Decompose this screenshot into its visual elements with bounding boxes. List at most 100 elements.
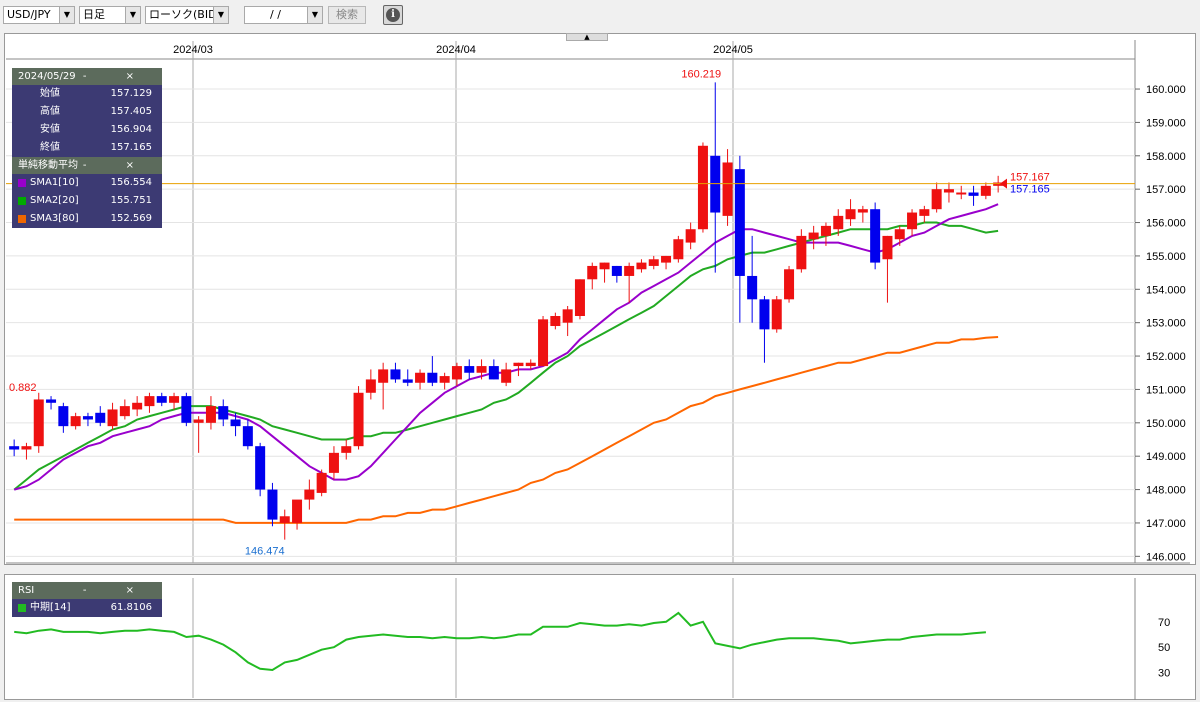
sma1-row: SMA1[10] 156.554 [12, 174, 162, 192]
candle-body [857, 209, 868, 213]
price-chart-frame [4, 33, 1196, 565]
candle-body [279, 516, 290, 523]
candle-body [624, 265, 635, 276]
rsi-line [14, 611, 986, 672]
chart-kind-value: ローソク(BID) [149, 8, 221, 21]
candle-body [316, 472, 327, 493]
candle-body [132, 402, 143, 410]
candle-body [513, 362, 524, 367]
y-tick-label: 158.000 [1146, 151, 1186, 163]
timeframe-value: 日足 [83, 8, 105, 21]
y-tick-label: 157.000 [1146, 184, 1186, 196]
candle-body [378, 369, 389, 383]
currency-pair-select[interactable]: USD/JPY ▼ [3, 6, 75, 24]
x-tick-label: 2024/03 [173, 44, 213, 56]
candle-body [919, 209, 930, 216]
panel-controls[interactable]: - × [82, 585, 152, 596]
candle-body [255, 446, 266, 490]
left-edge-annotation: 0.882 [9, 382, 37, 394]
chart-kind-select[interactable]: ローソク(BID) ▼ [145, 6, 229, 24]
y-tick-label: 149.000 [1146, 451, 1186, 463]
rsi-swatch [18, 604, 26, 612]
candle-body [784, 269, 795, 300]
close-label: 終値 [40, 142, 60, 153]
sma-panel-header[interactable]: 単純移動平均 - × [12, 157, 162, 174]
sma3-swatch [18, 215, 26, 223]
high-label: 高値 [40, 106, 60, 117]
candle-body [697, 145, 708, 230]
search-button[interactable]: 検索 [328, 6, 366, 24]
y-tick-label: 155.000 [1146, 251, 1186, 263]
candle-body [771, 299, 782, 330]
collapse-button[interactable]: ▲ [566, 33, 608, 41]
rsi-panel-header[interactable]: RSI - × [12, 582, 162, 599]
candle-body [451, 366, 462, 380]
candle-body [402, 379, 413, 383]
date-input[interactable]: / / ▼ [244, 6, 323, 24]
sma3-row: SMA3[80] 152.569 [12, 210, 162, 228]
candle-body [611, 265, 622, 276]
rsi-value: 61.8106 [110, 602, 152, 613]
candle-body [353, 392, 364, 447]
ohlc-low-row: 安値 156.904 [12, 121, 162, 139]
sma3-label: SMA3[80] [30, 213, 79, 224]
y-tick-label: 156.000 [1146, 218, 1186, 230]
candle-body [943, 189, 954, 193]
timeframe-select[interactable]: 日足 ▼ [79, 6, 141, 24]
candle-body [464, 366, 475, 373]
currency-pair-value: USD/JPY [7, 8, 51, 21]
sma2-value: 155.751 [110, 195, 152, 206]
panel-controls[interactable]: - × [82, 71, 152, 82]
last-close-label: 157.165 [1010, 184, 1050, 196]
rsi-panel: RSI - × 中期[14] 61.8106 [12, 582, 162, 617]
sma1-line [13, 203, 999, 491]
y-tick-label: 160.000 [1146, 84, 1186, 96]
candle-body [58, 406, 69, 427]
toolbar: USD/JPY ▼ 日足 ▼ ローソク(BID) ▼ / / ▼ 検索 i [0, 0, 1200, 32]
candle-body [169, 396, 180, 403]
y-tick-label: 148.000 [1146, 485, 1186, 497]
candle-body [390, 369, 401, 380]
candle-body [993, 182, 1004, 186]
candle-body [796, 235, 807, 270]
info-icon: i [386, 8, 400, 22]
ohlc-panel: 2024/05/29 - × 始値 157.129 高値 157.405 安値 156… [12, 68, 162, 228]
rsi-y-tick-label: 70 [1158, 617, 1170, 629]
y-tick-label: 159.000 [1146, 117, 1186, 129]
candle-body [304, 489, 315, 500]
y-tick-label: 151.000 [1146, 384, 1186, 396]
candle-body [525, 362, 536, 367]
ohlc-panel-header[interactable]: 2024/05/29 - × [12, 68, 162, 85]
y-tick-label: 147.000 [1146, 518, 1186, 530]
candle-body [808, 232, 819, 240]
candle-body [33, 399, 44, 447]
candle-body [427, 372, 438, 383]
panel-controls[interactable]: - × [82, 160, 152, 171]
info-button[interactable]: i [383, 5, 403, 25]
candle-body [648, 259, 659, 266]
candle-body [685, 229, 696, 243]
candle-body [931, 189, 942, 210]
candle-body [636, 262, 647, 270]
sma1-label: SMA1[10] [30, 177, 79, 188]
chevron-down-icon[interactable]: ▼ [213, 7, 228, 23]
candle-body [341, 446, 352, 453]
candle-body [156, 396, 167, 403]
chevron-down-icon[interactable]: ▼ [59, 7, 74, 23]
chevron-down-icon[interactable]: ▼ [125, 7, 140, 23]
candle-body [980, 185, 991, 196]
last-bid-label: 157.167 [1010, 172, 1050, 184]
candle-body [734, 169, 745, 276]
candle-body [119, 406, 130, 417]
ohlc-high-row: 高値 157.405 [12, 103, 162, 121]
candle-body [759, 299, 770, 330]
candle-body [488, 366, 499, 380]
high-annotation: 160.219 [681, 69, 721, 81]
rsi-row: 中期[14] 61.8106 [12, 599, 162, 617]
candle-body [82, 416, 93, 420]
chevron-down-icon[interactable]: ▼ [307, 7, 322, 23]
y-tick-label: 152.000 [1146, 351, 1186, 363]
candle-body [550, 316, 561, 327]
candle-body [894, 229, 905, 240]
